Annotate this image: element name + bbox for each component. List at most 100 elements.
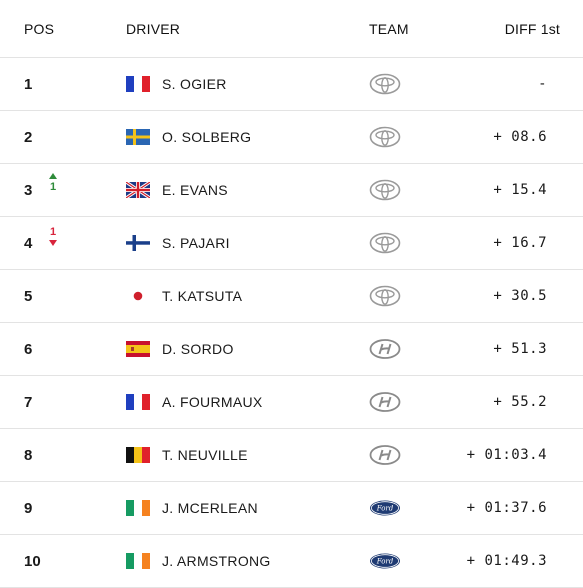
table-row[interactable]: 8 T. NEUVILLE + 01:03.4 — [0, 429, 583, 482]
driver-name[interactable]: S. PAJARI — [162, 235, 230, 251]
hyundai-logo-icon — [369, 338, 401, 360]
driver-name[interactable]: A. FOURMAUX — [162, 394, 263, 410]
header-driver[interactable]: DRIVER — [126, 20, 181, 37]
team-cell — [369, 179, 401, 201]
driver-cell: J. MCERLEAN — [126, 500, 258, 516]
team-cell — [369, 73, 401, 95]
team-cell — [369, 338, 401, 360]
diff-time: + 16.7 — [493, 235, 547, 251]
position-number: 5 — [24, 287, 33, 305]
diff-cell: + 51.3 — [493, 340, 547, 358]
toyota-logo-icon — [369, 179, 401, 201]
table-row[interactable]: 10 J. ARMSTRONG Ford + 01:49.3 — [0, 535, 583, 588]
diff-time: + 01:49.3 — [466, 553, 547, 569]
diff-cell: + 15.4 — [493, 181, 547, 199]
toyota-logo-icon — [369, 232, 401, 254]
diff-cell: + 01:37.6 — [467, 499, 547, 517]
position-cell: 4 1 — [24, 226, 57, 252]
table-row[interactable]: 9 J. MCERLEAN Ford + 01:37.6 — [0, 482, 583, 535]
diff-time: + 01:37.6 — [466, 500, 547, 516]
position-cell: 2 — [24, 129, 44, 146]
position-change: 1 — [49, 180, 57, 193]
driver-cell: S. PAJARI — [126, 235, 230, 251]
svg-text:Ford: Ford — [376, 505, 394, 513]
position-number: 6 — [24, 340, 33, 358]
position-up-indicator: 1 — [46, 172, 60, 193]
table-row[interactable]: 5 T. KATSUTA + 30.5 — [0, 270, 583, 323]
header-pos[interactable]: POS — [24, 20, 55, 37]
diff-time: + 15.4 — [493, 182, 547, 198]
position-cell: 3 1 — [24, 172, 57, 199]
table-row[interactable]: 4 1 S. PAJARI + 16.7 — [0, 217, 583, 270]
driver-name[interactable]: J. ARMSTRONG — [162, 553, 271, 569]
position-cell: 1 — [24, 76, 44, 93]
toyota-logo-icon — [369, 285, 401, 307]
driver-cell: J. ARMSTRONG — [126, 553, 271, 569]
team-cell — [369, 232, 401, 254]
diff-cell: - — [538, 75, 547, 93]
table-row[interactable]: 6 D. SORDO + 51.3 — [0, 323, 583, 376]
driver-cell: A. FOURMAUX — [126, 394, 263, 410]
position-number: 4 — [24, 234, 33, 252]
uk-flag-icon — [126, 182, 150, 198]
diff-time: + 55.2 — [493, 394, 547, 410]
hyundai-logo-icon — [369, 391, 401, 413]
ireland-flag-icon — [126, 500, 150, 516]
position-cell: 10 — [24, 553, 44, 570]
table-row[interactable]: 2 O. SOLBERG + 08.6 — [0, 111, 583, 164]
driver-name[interactable]: O. SOLBERG — [162, 129, 252, 145]
position-number: 3 — [24, 181, 33, 199]
finland-flag-icon — [126, 235, 150, 251]
team-cell — [369, 444, 401, 466]
arrow-up-icon — [49, 172, 57, 179]
position-number: 10 — [24, 552, 41, 570]
diff-cell: + 08.6 — [493, 128, 547, 146]
position-number: 8 — [24, 446, 33, 464]
ford-logo-icon: Ford — [369, 550, 401, 572]
driver-cell: T. KATSUTA — [126, 288, 242, 304]
japan-flag-icon — [126, 288, 150, 304]
driver-name[interactable]: D. SORDO — [162, 341, 234, 357]
driver-name[interactable]: J. MCERLEAN — [162, 500, 258, 516]
table-row[interactable]: 1 S. OGIER - — [0, 58, 583, 111]
position-number: 7 — [24, 393, 33, 411]
driver-name[interactable]: S. OGIER — [162, 76, 227, 92]
position-change: 1 — [49, 225, 57, 238]
position-down-indicator: 1 — [46, 226, 60, 246]
toyota-logo-icon — [369, 126, 401, 148]
driver-name[interactable]: T. KATSUTA — [162, 288, 243, 304]
driver-name[interactable]: E. EVANS — [162, 182, 228, 198]
team-cell: Ford — [369, 497, 401, 519]
position-cell: 9 — [24, 500, 44, 517]
position-cell: 5 — [24, 288, 44, 305]
driver-name[interactable]: T. NEUVILLE — [162, 447, 248, 463]
spain-flag-icon — [126, 341, 150, 357]
table-row[interactable]: 7 A. FOURMAUX + 55.2 — [0, 376, 583, 429]
table-body: 1 S. OGIER - 2 O. SOLBERG + 08.6 3 1 — [0, 58, 583, 588]
ireland-flag-icon — [126, 553, 150, 569]
driver-cell: O. SOLBERG — [126, 129, 251, 145]
driver-cell: T. NEUVILLE — [126, 447, 248, 463]
svg-text:Ford: Ford — [376, 558, 394, 566]
position-cell: 7 — [24, 394, 44, 411]
sweden-flag-icon — [126, 129, 150, 145]
team-cell: Ford — [369, 550, 401, 572]
table-row[interactable]: 3 1 E. EVANS + 15.4 — [0, 164, 583, 217]
team-cell — [369, 126, 401, 148]
diff-time: + 51.3 — [493, 341, 547, 357]
position-number: 1 — [24, 75, 33, 93]
ford-logo-icon: Ford — [369, 497, 401, 519]
diff-time: - — [538, 76, 547, 92]
diff-time: + 08.6 — [493, 129, 547, 145]
header-team[interactable]: TEAM — [369, 20, 409, 37]
header-diff[interactable]: DIFF 1st — [504, 20, 560, 37]
hyundai-logo-icon — [369, 444, 401, 466]
driver-cell: S. OGIER — [126, 76, 227, 92]
diff-cell: + 16.7 — [493, 234, 547, 252]
position-number: 9 — [24, 499, 33, 517]
driver-cell: D. SORDO — [126, 341, 234, 357]
team-cell — [369, 391, 401, 413]
table-header: POS DRIVER TEAM DIFF 1st — [0, 0, 583, 58]
position-cell: 6 — [24, 341, 44, 358]
